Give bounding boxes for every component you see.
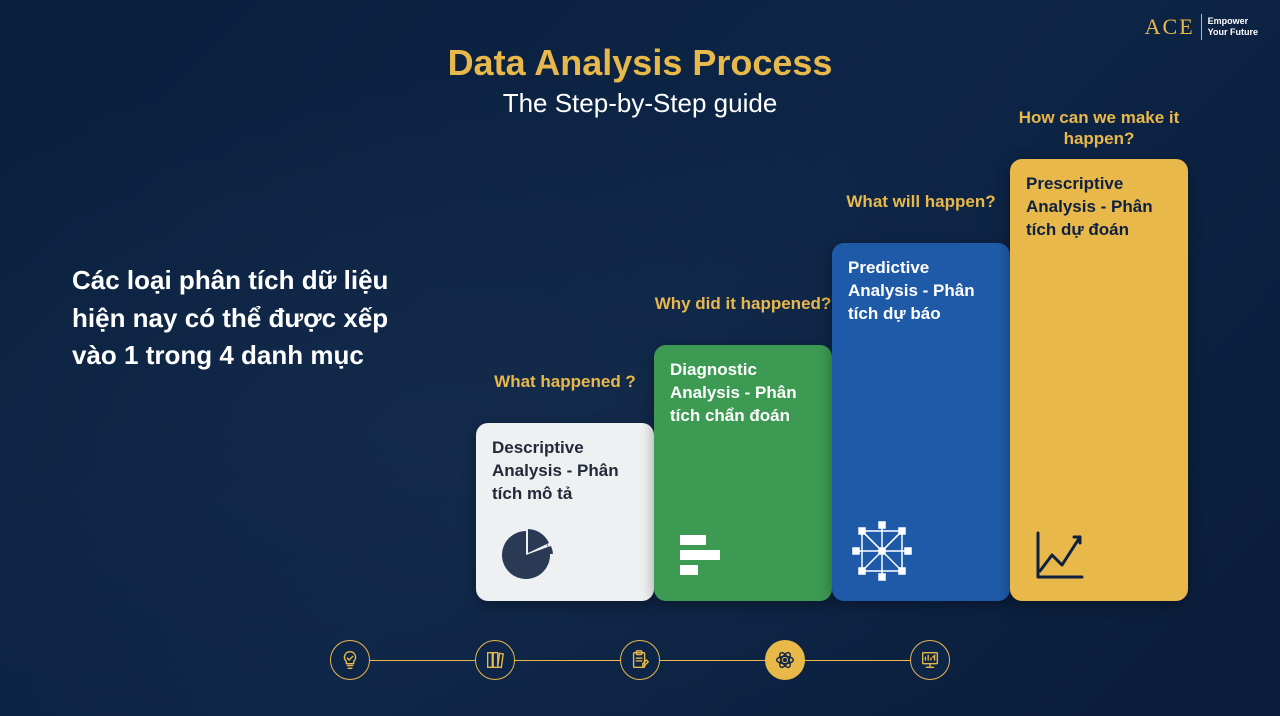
nav-step-3[interactable] (620, 640, 660, 680)
bar-chart-icon (676, 527, 732, 583)
step-label-2: Diagnostic Analysis - Phân tích chẩn đoá… (670, 359, 816, 428)
logo-divider (1201, 14, 1202, 40)
logo-tagline-line1: Empower (1208, 16, 1249, 26)
network-icon (850, 519, 914, 583)
logo-brand: ACE (1145, 14, 1195, 40)
steps-container: What happened ? Descriptive Analysis - P… (476, 101, 1236, 601)
step-descriptive: What happened ? Descriptive Analysis - P… (476, 423, 654, 601)
step-label-3: Predictive Analysis - Phân tích dự báo (848, 257, 994, 326)
step-question-1: What happened ? (476, 371, 654, 392)
nav-step-5[interactable] (910, 640, 950, 680)
page-title: Data Analysis Process (448, 42, 833, 84)
step-label-1: Descriptive Analysis - Phân tích mô tả (492, 437, 638, 506)
logo-tagline-line2: Your Future (1208, 27, 1258, 37)
step-question-3: What will happen? (832, 191, 1010, 212)
step-label-4: Prescriptive Analysis - Phân tích dự đoá… (1026, 173, 1172, 242)
nav-step-2[interactable] (475, 640, 515, 680)
logo-tagline: Empower Your Future (1208, 16, 1258, 38)
step-predictive: What will happen? Predictive Analysis - … (832, 243, 1010, 601)
nav-step-1[interactable] (330, 640, 370, 680)
step-question-4: How can we make it happen? (1010, 107, 1188, 150)
lightbulb-check-icon (339, 649, 361, 671)
step-question-2: Why did it happened? (654, 293, 832, 314)
atom-icon (774, 649, 796, 671)
clipboard-edit-icon (629, 649, 651, 671)
side-description: Các loại phân tích dữ liệu hiện nay có t… (72, 262, 412, 375)
bottom-nav (330, 640, 950, 680)
presentation-chart-icon (919, 649, 941, 671)
step-prescriptive: How can we make it happen? Prescriptive … (1010, 159, 1188, 601)
books-icon (484, 649, 506, 671)
nav-step-4[interactable] (765, 640, 805, 680)
line-chart-icon (1032, 527, 1088, 583)
pie-chart-icon (498, 527, 554, 583)
step-diagnostic: Why did it happened? Diagnostic Analysis… (654, 345, 832, 601)
logo-block: ACE Empower Your Future (1145, 14, 1258, 40)
